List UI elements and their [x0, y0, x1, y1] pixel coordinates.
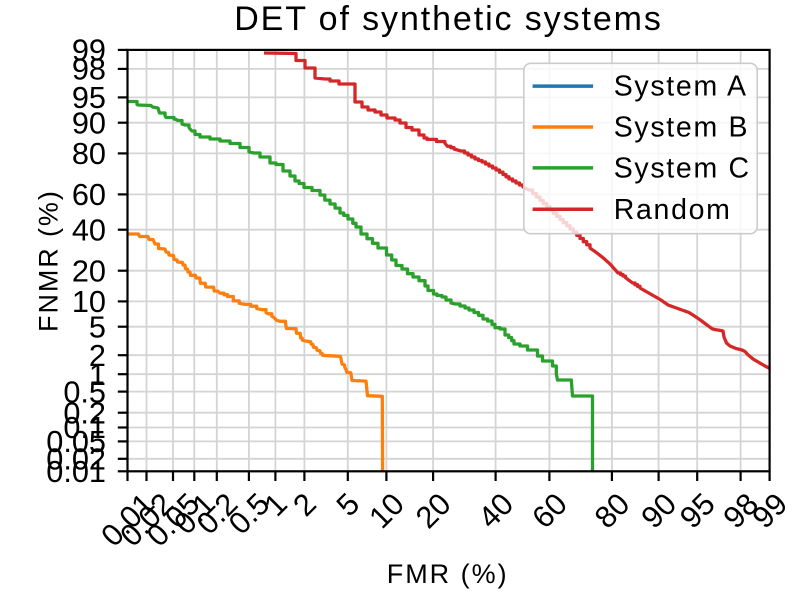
svg-text:40: 40	[72, 213, 106, 248]
svg-text:5: 5	[89, 310, 106, 345]
svg-text:95: 95	[72, 80, 106, 115]
svg-text:10: 10	[72, 284, 106, 319]
svg-text:System A: System A	[614, 71, 748, 103]
svg-text:System B: System B	[614, 112, 750, 144]
svg-text:60: 60	[72, 177, 106, 212]
svg-text:0.2: 0.2	[63, 395, 106, 430]
svg-text:0.1: 0.1	[63, 410, 106, 445]
svg-text:System C: System C	[614, 153, 751, 185]
svg-text:0.5: 0.5	[63, 374, 106, 409]
svg-text:1: 1	[89, 357, 106, 392]
svg-text:0.02: 0.02	[46, 442, 106, 477]
svg-text:DET of synthetic systems: DET of synthetic systems	[234, 0, 663, 38]
svg-text:90: 90	[72, 106, 106, 141]
svg-text:2: 2	[89, 338, 106, 373]
svg-text:0.05: 0.05	[46, 424, 106, 459]
svg-text:80: 80	[72, 136, 106, 171]
svg-text:20: 20	[72, 254, 106, 289]
svg-text:99: 99	[72, 33, 106, 68]
svg-text:FNMR (%): FNMR (%)	[34, 189, 64, 332]
svg-text:Random: Random	[614, 194, 732, 226]
svg-text:98: 98	[72, 52, 106, 87]
svg-text:0.01: 0.01	[46, 454, 106, 489]
svg-text:FMR (%): FMR (%)	[387, 559, 509, 589]
